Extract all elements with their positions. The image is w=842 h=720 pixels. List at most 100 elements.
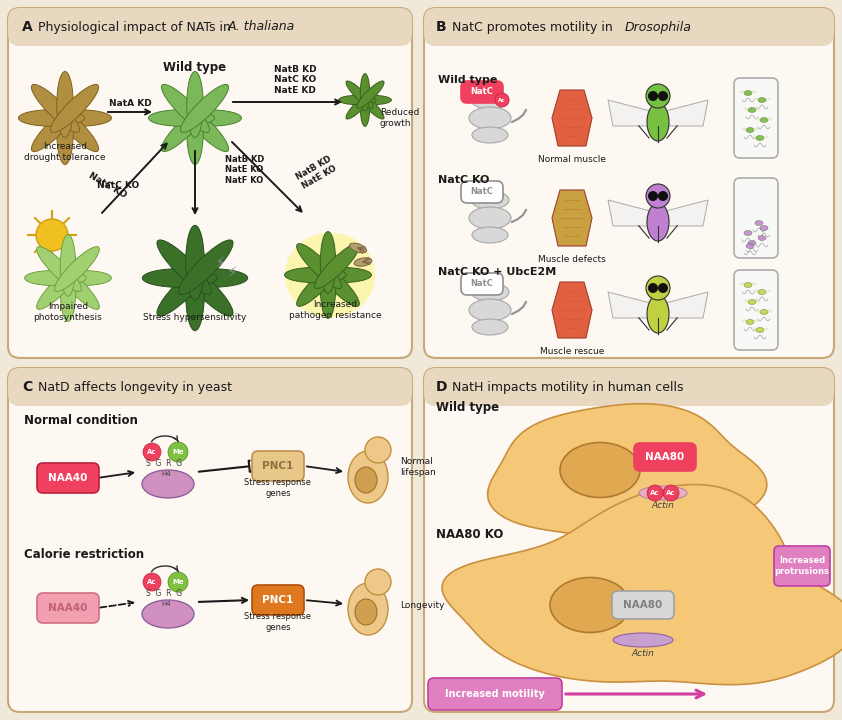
FancyBboxPatch shape (774, 546, 830, 586)
Ellipse shape (744, 91, 752, 96)
FancyBboxPatch shape (8, 8, 412, 46)
Ellipse shape (45, 109, 111, 126)
Ellipse shape (142, 600, 194, 628)
Text: A. thaliana: A. thaliana (228, 20, 296, 34)
Ellipse shape (51, 104, 99, 152)
Text: ⚡: ⚡ (215, 254, 226, 269)
Text: Ac: Ac (498, 97, 506, 102)
Text: PNC1: PNC1 (263, 461, 294, 471)
FancyBboxPatch shape (8, 368, 412, 712)
Ellipse shape (748, 240, 756, 246)
Ellipse shape (55, 247, 99, 292)
Ellipse shape (764, 135, 769, 138)
Text: Normal
lifespan: Normal lifespan (400, 457, 436, 477)
Polygon shape (488, 404, 767, 541)
Ellipse shape (768, 117, 772, 120)
Text: Increased
protrusions: Increased protrusions (775, 557, 829, 576)
Ellipse shape (360, 89, 370, 126)
Text: Increased
pathogen resistance: Increased pathogen resistance (289, 300, 381, 320)
Ellipse shape (469, 207, 511, 229)
FancyBboxPatch shape (37, 463, 99, 493)
Ellipse shape (310, 267, 371, 283)
Text: Ac: Ac (147, 449, 157, 455)
Ellipse shape (752, 135, 756, 138)
Ellipse shape (755, 220, 763, 225)
FancyBboxPatch shape (252, 585, 304, 615)
Text: NatC KO + UbcE2M: NatC KO + UbcE2M (438, 267, 557, 277)
Text: Stress response
genes: Stress response genes (244, 612, 312, 631)
Circle shape (365, 569, 391, 595)
Ellipse shape (744, 282, 752, 287)
Text: NatB KD
NatE KO
NatF KO: NatB KD NatE KO NatF KO (225, 155, 264, 185)
Ellipse shape (37, 247, 82, 292)
Ellipse shape (755, 107, 760, 110)
Text: Physiological impact of NATs in: Physiological impact of NATs in (34, 20, 235, 34)
Ellipse shape (754, 320, 759, 323)
Ellipse shape (755, 300, 760, 302)
Ellipse shape (296, 243, 342, 289)
Text: Normal condition: Normal condition (24, 413, 138, 426)
Text: Wild type: Wild type (436, 400, 499, 413)
Ellipse shape (285, 267, 346, 283)
FancyBboxPatch shape (734, 178, 778, 258)
Ellipse shape (760, 310, 768, 315)
Ellipse shape (742, 320, 747, 323)
Text: NatA KD: NatA KD (109, 99, 152, 107)
Polygon shape (658, 200, 708, 226)
Ellipse shape (31, 104, 79, 152)
Ellipse shape (349, 243, 366, 253)
Ellipse shape (758, 235, 766, 240)
Ellipse shape (56, 71, 73, 138)
Ellipse shape (348, 451, 388, 503)
Text: Muscle defects: Muscle defects (538, 256, 606, 264)
Circle shape (647, 485, 663, 501)
Ellipse shape (768, 310, 772, 312)
Ellipse shape (185, 256, 205, 330)
Ellipse shape (338, 95, 376, 104)
Text: Normal muscle: Normal muscle (538, 156, 606, 164)
Text: Me: Me (172, 579, 184, 585)
Ellipse shape (756, 328, 764, 333)
Ellipse shape (743, 300, 749, 302)
Ellipse shape (760, 225, 768, 230)
Text: NAA40: NAA40 (48, 603, 88, 613)
Text: D: D (436, 380, 447, 394)
Ellipse shape (472, 227, 508, 243)
Text: H4: H4 (161, 601, 171, 607)
Circle shape (495, 93, 509, 107)
Circle shape (168, 442, 188, 462)
Text: NatC: NatC (471, 187, 493, 197)
Circle shape (648, 191, 658, 201)
Text: NatC KO: NatC KO (97, 181, 139, 189)
Circle shape (658, 283, 668, 293)
Ellipse shape (142, 470, 194, 498)
Ellipse shape (746, 127, 754, 132)
Ellipse shape (472, 319, 508, 335)
Ellipse shape (739, 91, 744, 94)
Ellipse shape (320, 257, 336, 318)
Circle shape (646, 276, 670, 300)
Ellipse shape (31, 84, 79, 132)
FancyBboxPatch shape (424, 368, 834, 406)
Circle shape (648, 91, 658, 101)
Text: Wild type: Wild type (163, 61, 226, 74)
Text: Muscle rescue: Muscle rescue (540, 348, 605, 356)
Text: Calorie restriction: Calorie restriction (24, 547, 144, 560)
Text: Stress hypersensitivity: Stress hypersensitivity (143, 313, 247, 323)
Ellipse shape (187, 71, 203, 138)
Text: NAA80 KO: NAA80 KO (436, 528, 504, 541)
Text: H4: H4 (161, 471, 171, 477)
Ellipse shape (765, 289, 770, 292)
Circle shape (658, 91, 668, 101)
Circle shape (646, 184, 670, 208)
Polygon shape (658, 292, 708, 318)
Circle shape (658, 191, 668, 201)
Text: Longevity: Longevity (400, 601, 445, 611)
Text: NAA40: NAA40 (48, 473, 88, 483)
Ellipse shape (754, 97, 759, 101)
Ellipse shape (748, 300, 756, 305)
Ellipse shape (346, 91, 373, 119)
Text: Stress response
genes: Stress response genes (244, 478, 312, 498)
Ellipse shape (560, 443, 640, 498)
Ellipse shape (179, 240, 233, 294)
